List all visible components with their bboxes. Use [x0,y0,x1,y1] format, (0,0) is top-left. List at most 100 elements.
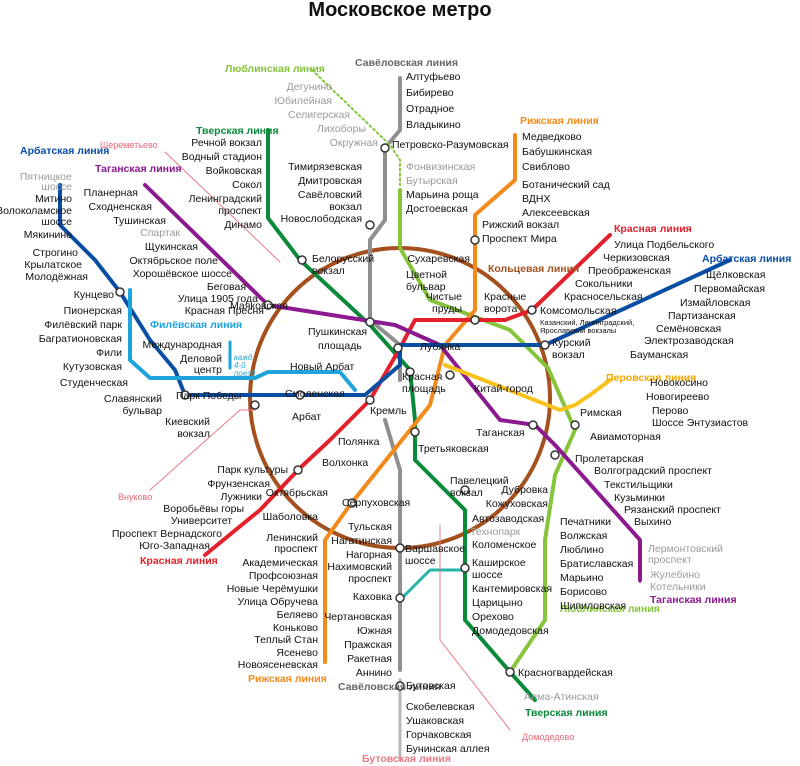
interchange-marker[interactable] [395,681,405,691]
station-label[interactable]: Юго-Западная [139,540,210,552]
station-label[interactable]: Павелецкий [450,475,509,487]
interchange-marker[interactable] [250,400,260,410]
station-label[interactable]: Бауманская [630,349,688,361]
station-label[interactable]: Селигерская [288,109,350,121]
station-label[interactable]: Преображенская [588,265,671,277]
station-label[interactable]: Семёновская [656,323,721,335]
station-label[interactable]: Люблино [560,544,604,556]
station-label[interactable]: ворота [484,303,517,315]
station-label[interactable]: Чертановская [324,611,392,623]
station-label[interactable]: бульвар [406,281,446,293]
station-label[interactable]: Международная [142,339,222,351]
station-label[interactable]: Маяковская [230,300,288,312]
station-label[interactable]: Бибирево [406,87,454,99]
station-label[interactable]: Тушинская [113,215,166,227]
interchange-marker[interactable] [395,543,405,553]
station-label[interactable]: Спартак [140,227,180,239]
station-label[interactable]: Печатники [560,516,611,528]
station-label[interactable]: бульвар [122,405,162,417]
station-label[interactable]: Щёлковская [706,269,765,281]
station-label[interactable]: Коньково [273,622,318,634]
station-label[interactable]: Профсоюзная [249,570,318,582]
station-label[interactable]: Ракетная [347,653,392,665]
station-label[interactable]: шоссе [405,555,436,567]
station-label[interactable]: Лубянка [420,341,460,353]
station-label[interactable]: Войковская [206,165,262,177]
station-label[interactable]: Деловой [180,353,222,365]
station-label[interactable]: Рижский вокзал [482,219,559,231]
station-label[interactable]: Окружная [330,137,378,149]
station-label[interactable]: Аннино [356,667,392,679]
interchange-marker[interactable] [470,235,480,245]
interchange-marker[interactable] [293,465,303,475]
station-label[interactable]: Тульская [348,521,392,533]
station-label[interactable]: Проспект Мира [482,233,557,245]
station-label[interactable]: Крылатское [24,259,82,271]
interchange-marker[interactable] [445,370,455,380]
interchange-marker[interactable] [505,667,515,677]
station-label[interactable]: Китай-город [474,383,533,395]
station-label[interactable]: Сухаревская [407,253,470,265]
interchange-marker[interactable] [115,287,125,297]
station-label[interactable]: Сокол [232,179,262,191]
station-label[interactable]: Мякинино [24,229,72,241]
station-label[interactable]: Волгоградский проспект [594,465,712,477]
station-label[interactable]: Петровско-Разумовская [392,139,509,151]
station-label[interactable]: Багратионовская [39,333,122,345]
station-label[interactable]: шоссе [41,181,72,193]
station-label[interactable]: Горчаковская [406,729,471,741]
station-label[interactable]: Авиамоторная [590,431,661,443]
station-label[interactable]: Савёловский [298,189,362,201]
station-label[interactable]: Кантемировская [472,583,552,595]
station-label[interactable]: Котельники [650,581,706,593]
station-label[interactable]: Фрунзенская [207,478,270,490]
station-label[interactable]: Первомайская [694,283,765,295]
station-label[interactable]: 4-й [234,361,246,370]
station-label[interactable]: Новоясеневская [238,659,318,671]
station-label[interactable]: Электрозаводская [644,335,734,347]
station-label[interactable]: Водный стадион [182,151,262,163]
station-label[interactable]: Ясенево [276,647,318,659]
station-label[interactable]: кажд. [234,353,254,362]
station-label[interactable]: Таганская [476,427,525,439]
station-label[interactable]: Фонвизинская [406,161,475,173]
station-label[interactable]: Новокосино [650,377,708,389]
interchange-marker[interactable] [180,390,190,400]
station-label[interactable]: Шаболовка [263,511,319,523]
interchange-marker[interactable] [295,390,305,400]
station-label[interactable]: Белорусский [312,253,374,265]
station-label[interactable]: Братиславская [560,558,633,570]
station-label[interactable]: Пражская [344,639,392,651]
station-label[interactable]: Пушкинская [308,326,367,338]
station-label[interactable]: площадь [318,340,362,352]
station-label[interactable]: Строгино [33,247,79,259]
station-label[interactable]: Владыкино [406,119,461,131]
station-label[interactable]: Южная [357,625,392,637]
station-label[interactable]: Новые Черёмушки [227,583,318,595]
station-label[interactable]: Выхино [634,516,671,528]
station-label[interactable]: Алексеевская [522,207,590,219]
interchange-marker[interactable] [540,340,550,350]
station-label[interactable]: Сходненская [89,201,153,213]
interchange-marker[interactable] [410,427,420,437]
station-label[interactable]: Красногвардейская [518,667,613,679]
station-label[interactable]: Медведково [522,131,582,143]
station-label[interactable]: Пионерская [64,305,122,317]
station-label[interactable]: Арбат [292,411,321,423]
interchange-marker[interactable] [528,420,538,430]
station-label[interactable]: Фили [96,347,122,359]
station-label[interactable]: Молодёжная [25,271,88,283]
station-label[interactable]: Серпуховская [342,497,410,509]
interchange-marker[interactable] [460,563,470,573]
station-label[interactable]: Алтуфьево [406,71,461,83]
station-label[interactable]: Улица Подбельского [614,239,714,251]
station-label[interactable]: Красносельская [564,291,643,303]
station-label[interactable]: Университет [171,515,232,527]
station-label[interactable]: Улица Обручева [238,596,319,608]
station-label[interactable]: Пятницкое [20,171,72,183]
station-label[interactable]: Черкизовская [603,252,670,264]
station-label[interactable]: Шоссе Энтузиастов [652,417,749,429]
station-label[interactable]: Ботанический сад [522,179,610,191]
station-label[interactable]: Кремль [370,405,407,417]
interchange-marker[interactable] [470,315,480,325]
